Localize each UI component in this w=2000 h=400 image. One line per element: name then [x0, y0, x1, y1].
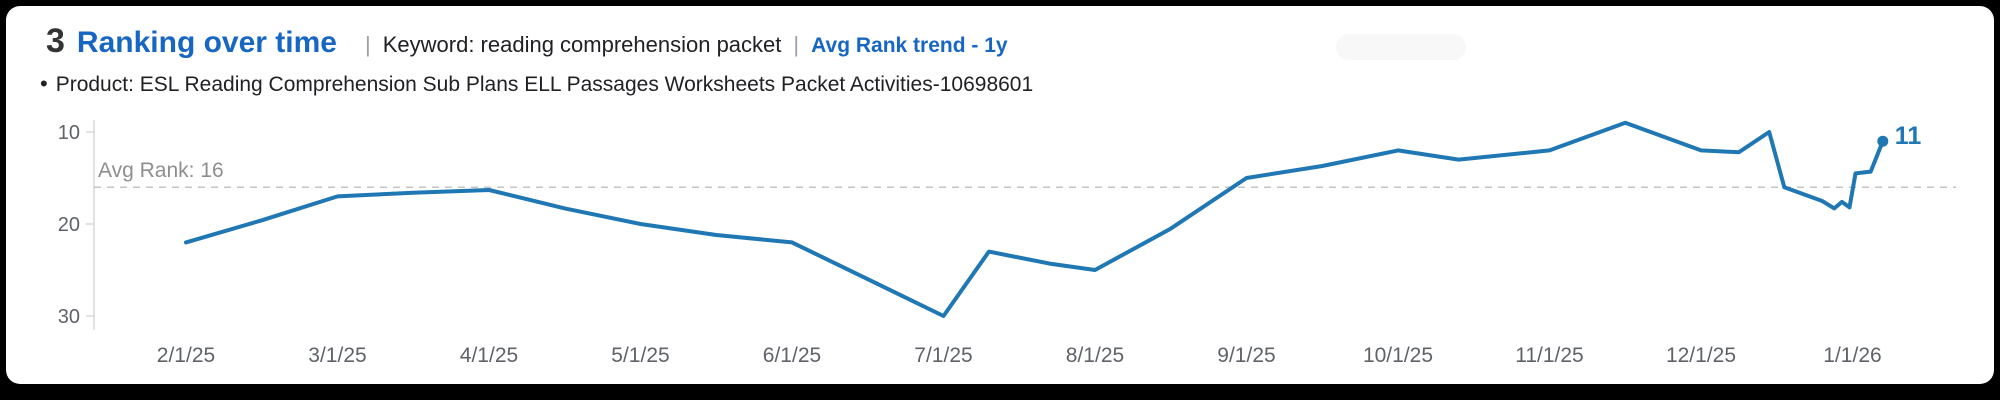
x-tick-label: 1/1/26	[1823, 344, 1881, 367]
x-tick-label: 11/1/25	[1515, 344, 1584, 367]
x-tick-label: 5/1/25	[611, 344, 669, 367]
highlight-artifact	[1336, 34, 1466, 60]
card-index-number: 3	[46, 22, 65, 60]
separator: |	[793, 32, 800, 57]
y-tick-label: 30	[58, 306, 80, 328]
x-tick-label: 9/1/25	[1217, 344, 1275, 367]
separator: |	[365, 32, 371, 57]
rank-trend-line[interactable]	[184, 120, 1885, 318]
x-tick-label: 3/1/25	[308, 344, 366, 367]
y-tick-label: 20	[58, 214, 80, 236]
x-tick-label: 12/1/25	[1666, 344, 1736, 367]
x-tick-label: 6/1/25	[763, 344, 821, 367]
end-point-dot	[1877, 135, 1889, 147]
product-name: Product: ESL Reading Comprehension Sub P…	[55, 73, 1034, 96]
x-tick-label: 10/1/25	[1363, 344, 1433, 367]
end-value-label: 11	[1895, 122, 1922, 150]
y-tick-label: 10	[58, 122, 80, 144]
product-line: • Product: ESL Reading Comprehension Sub…	[6, 61, 1994, 97]
x-tick-label: 7/1/25	[914, 344, 972, 367]
card-title: Ranking over time	[76, 26, 337, 59]
keyword-label: Keyword: reading comprehension packet	[382, 32, 782, 57]
x-tick-label: 8/1/25	[1066, 344, 1124, 367]
ranking-card: 3 Ranking over time | Keyword: reading c…	[6, 6, 1994, 384]
bullet-icon: •	[40, 71, 48, 96]
x-tick-label: 2/1/25	[157, 344, 215, 367]
rank-chart[interactable]: 10 20 30 Avg Rank: 16 2/1/25 3/1/25 4/1/25 5/1/…	[6, 94, 1994, 384]
avg-rank-label: Avg Rank: 16	[98, 159, 224, 182]
x-tick-label: 4/1/25	[460, 344, 518, 367]
trend-label[interactable]: Avg Rank trend - 1y	[811, 34, 1008, 57]
card-header: 3 Ranking over time | Keyword: reading c…	[6, 6, 1994, 61]
chart-area: 10 20 30 Avg Rank: 16 2/1/25 3/1/25 4/1/25 5/1/…	[6, 94, 1994, 384]
